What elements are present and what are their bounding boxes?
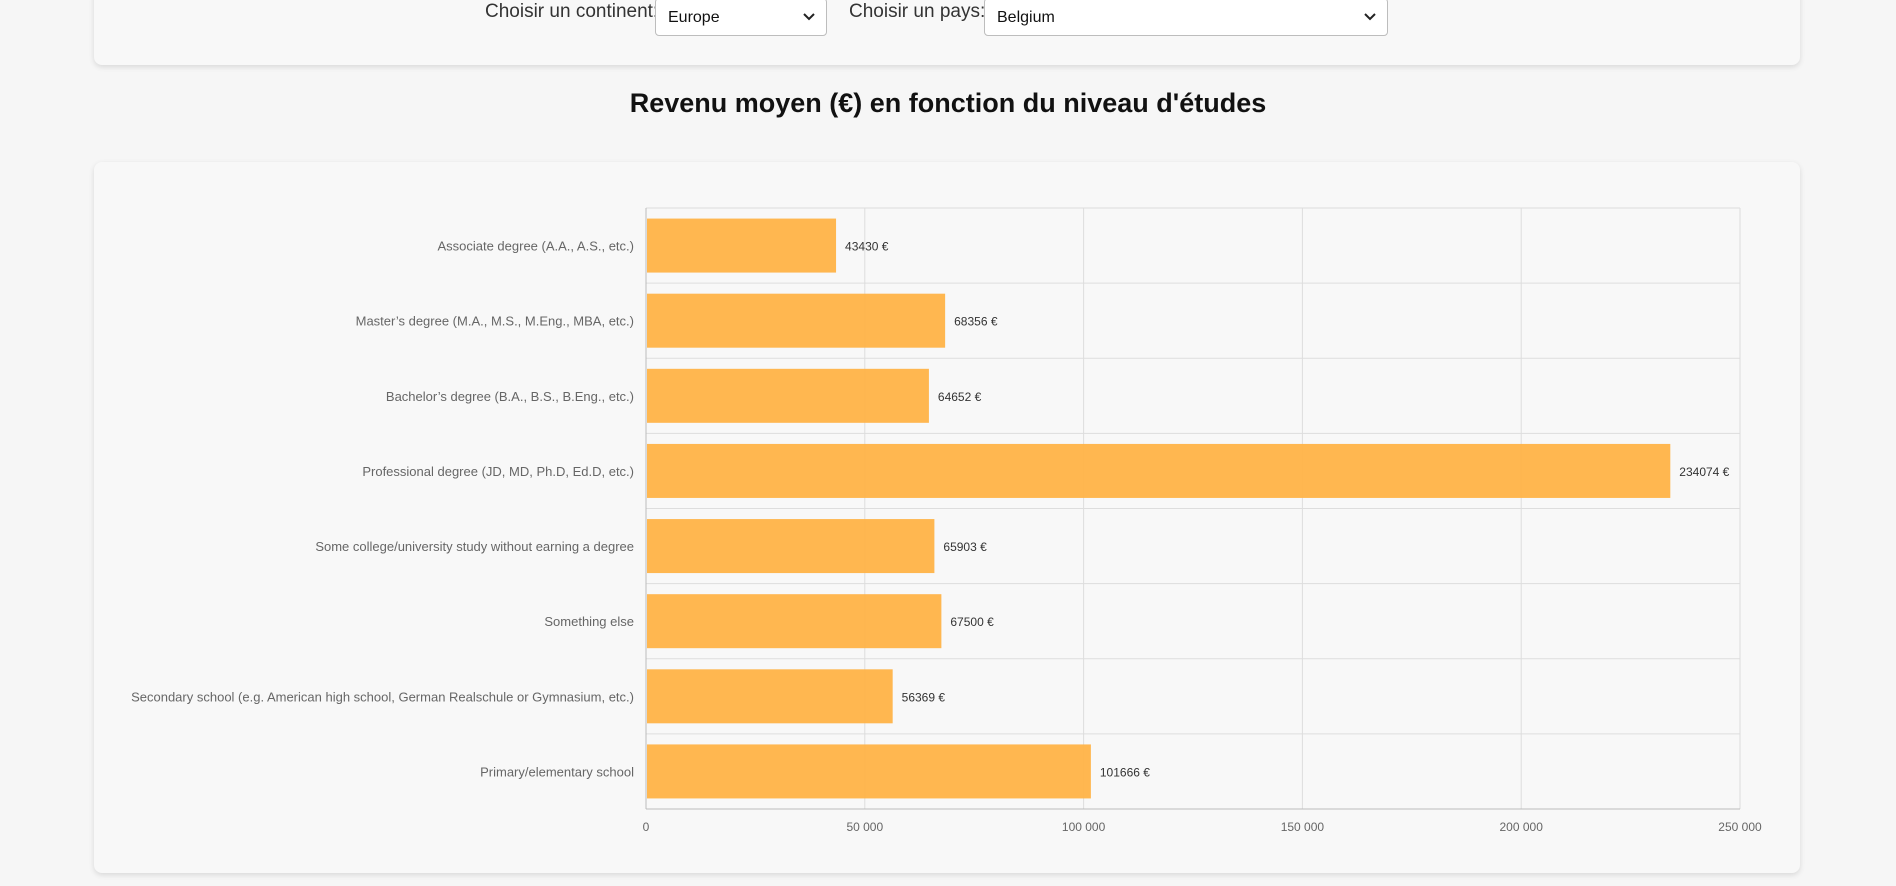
- category-label: Something else: [544, 614, 634, 629]
- category-label: Associate degree (A.A., A.S., etc.): [437, 239, 634, 254]
- continent-select-value: Europe: [668, 9, 720, 26]
- filter-bar: Choisir un continent: Europe Choisir un …: [94, 0, 1800, 65]
- country-select[interactable]: Belgium: [984, 0, 1388, 36]
- x-tick-label: 150 000: [1281, 820, 1325, 834]
- bar: [647, 744, 1091, 799]
- bar: [647, 519, 935, 574]
- bar: [647, 594, 942, 649]
- data-label: 68356 €: [954, 315, 998, 329]
- chart-card: Associate degree (A.A., A.S., etc.) 43430…: [94, 162, 1800, 873]
- continent-select[interactable]: Europe: [655, 0, 827, 36]
- chevron-down-icon: [1364, 13, 1376, 21]
- data-label: 56369 €: [902, 690, 946, 704]
- data-label: 65903 €: [943, 540, 987, 554]
- bar: [647, 218, 837, 273]
- bar: [647, 669, 893, 724]
- category-label: Professional degree (JD, MD, Ph.D, Ed.D,…: [362, 464, 634, 479]
- x-tick-label: 50 000: [846, 820, 883, 834]
- x-tick-label: 0: [643, 820, 650, 834]
- bar-chart: Associate degree (A.A., A.S., etc.) 43430…: [131, 207, 1762, 834]
- x-tick-label: 250 000: [1718, 820, 1762, 834]
- data-label: 234074 €: [1679, 465, 1729, 479]
- category-label: Primary/elementary school: [480, 764, 634, 779]
- chart-title: Revenu moyen (€) en fonction du niveau d…: [629, 88, 1267, 118]
- category-label: Some college/university study without ea…: [315, 539, 634, 554]
- bar: [647, 293, 946, 348]
- chevron-down-icon: [803, 13, 815, 21]
- bar: [647, 443, 1671, 498]
- category-label: Secondary school (e.g. American high sch…: [131, 689, 634, 704]
- data-label: 64652 €: [938, 390, 982, 404]
- data-label: 101666 €: [1100, 765, 1150, 779]
- country-label: Choisir un pays:: [849, 1, 986, 22]
- continent-label: Choisir un continent:: [485, 1, 659, 22]
- data-label: 43430 €: [845, 240, 889, 254]
- country-select-value: Belgium: [997, 9, 1055, 26]
- x-tick-label: 100 000: [1062, 820, 1106, 834]
- category-label: Bachelor’s degree (B.A., B.S., B.Eng., e…: [386, 389, 634, 404]
- category-label: Master’s degree (M.A., M.S., M.Eng., MBA…: [356, 314, 634, 329]
- bar: [647, 368, 929, 423]
- x-tick-label: 200 000: [1500, 820, 1544, 834]
- data-label: 67500 €: [950, 615, 994, 629]
